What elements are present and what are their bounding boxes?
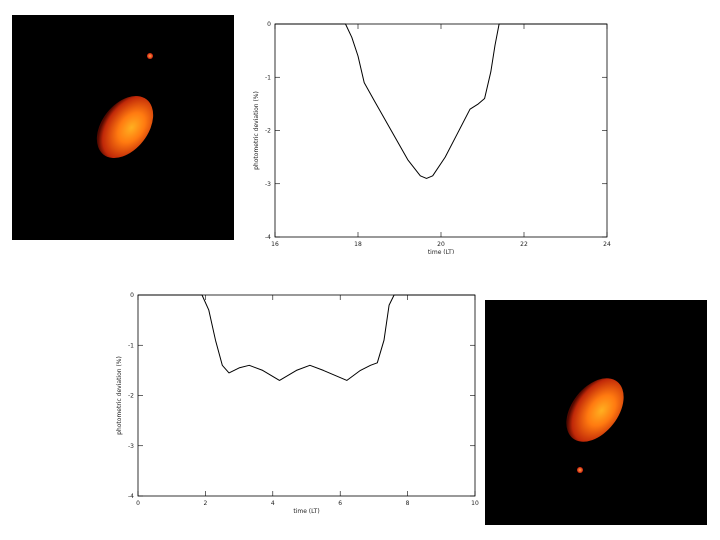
top-chart-y-tick-label: -4 bbox=[265, 234, 271, 241]
moon-dot bbox=[147, 53, 153, 59]
bottom-chart-x-axis-label: time (LT) bbox=[293, 508, 319, 515]
top-chart-x-tick-label: 18 bbox=[354, 241, 362, 248]
bottom-chart-x-tick-label: 0 bbox=[136, 500, 140, 507]
top-chart-axes: 16 18 20 22 24 0 -1 -2 -3 -4 time (LT) photometric … bbox=[253, 21, 611, 254]
bottom-chart-x-tick-label: 6 bbox=[338, 500, 342, 507]
top-chart-plot-frame bbox=[274, 23, 608, 238]
asteroid-ellipse bbox=[96, 95, 154, 159]
top-chart-y-axis-label: photometric deviation (%) bbox=[253, 91, 260, 170]
bottom-chart-x-tick-label: 4 bbox=[271, 500, 275, 507]
top-chart-series-line-0 bbox=[275, 23, 607, 179]
bottom-lightcurve-chart: 0 2 4 6 8 10 0 -1 -2 -3 -4 time (LT) photometric dev… bbox=[116, 292, 479, 515]
top-chart-x-axis-label: time (LT) bbox=[428, 249, 454, 254]
top-lightcurve-chart: 16 18 20 22 24 0 -1 -2 -3 -4 time (LT) photometric … bbox=[253, 21, 611, 254]
moon-dot bbox=[577, 467, 583, 473]
top-chart-y-tick-label: -2 bbox=[265, 128, 271, 135]
top-simulation-graphic bbox=[96, 53, 154, 159]
bottom-chart-y-axis-label: photometric deviation (%) bbox=[116, 356, 123, 435]
asteroid-ellipse bbox=[566, 378, 624, 442]
bottom-chart-plot-frame bbox=[137, 294, 476, 497]
bottom-chart-x-tick-label: 10 bbox=[471, 500, 479, 507]
top-chart-x-tick-label: 24 bbox=[603, 241, 611, 248]
bottom-simulation-graphic bbox=[566, 378, 624, 473]
top-chart-y-tick-label: -1 bbox=[265, 74, 271, 81]
top-simulation-image bbox=[12, 15, 234, 240]
bottom-chart-axes: 0 2 4 6 8 10 0 -1 -2 -3 -4 time (LT) photometric dev… bbox=[116, 292, 479, 515]
bottom-chart-series-line-0 bbox=[138, 294, 475, 381]
bottom-chart-y-tick-label: -3 bbox=[128, 443, 134, 450]
bottom-chart-y-tick-label: -1 bbox=[128, 342, 134, 349]
top-chart-y-tick-label: -3 bbox=[265, 181, 271, 188]
bottom-chart-y-tick-label: 0 bbox=[130, 292, 134, 299]
bottom-simulation-image bbox=[485, 300, 707, 525]
top-chart-x-tick-label: 22 bbox=[520, 241, 528, 248]
top-chart-y-tick-label: 0 bbox=[267, 21, 271, 28]
bottom-chart-x-tick-label: 8 bbox=[406, 500, 410, 507]
top-chart-x-tick-label: 16 bbox=[271, 241, 279, 248]
bottom-chart-y-tick-label: -4 bbox=[128, 493, 134, 500]
bottom-chart-y-tick-label: -2 bbox=[128, 393, 134, 400]
bottom-chart-x-tick-label: 2 bbox=[203, 500, 207, 507]
top-chart-x-tick-label: 20 bbox=[437, 241, 445, 248]
